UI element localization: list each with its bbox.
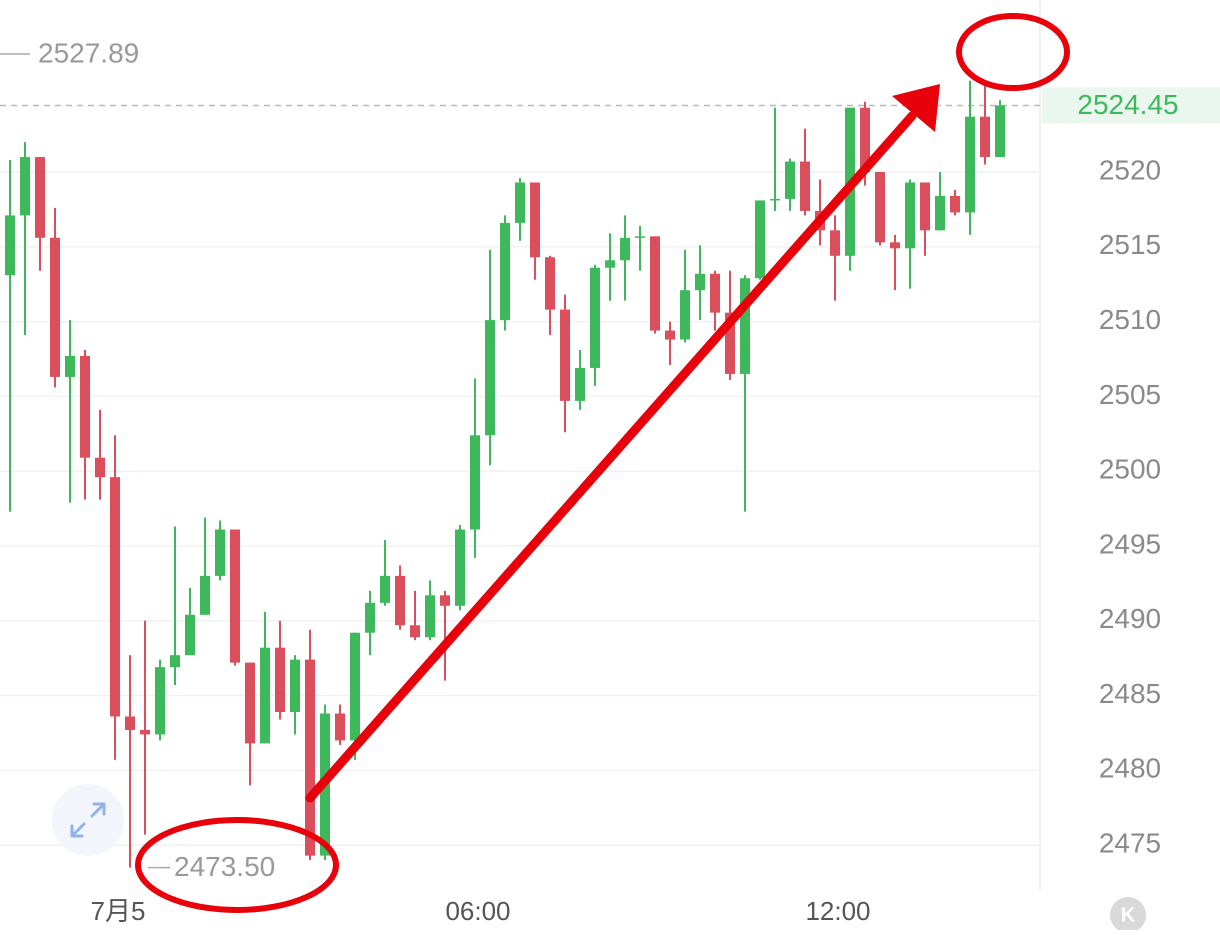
candle-body [680, 290, 690, 340]
candle-body [305, 659, 315, 856]
candle-body [335, 713, 345, 741]
last-price-bg [1042, 87, 1220, 124]
candle-body [170, 655, 180, 668]
y-tick-label: 2515 [1099, 229, 1161, 260]
candle-body [275, 647, 285, 712]
candle-body [560, 309, 570, 401]
candle-body [500, 222, 510, 321]
candle-body [110, 477, 120, 717]
y-tick-label: 2510 [1099, 304, 1161, 335]
candle-body [230, 529, 240, 663]
annotations [135, 13, 1070, 913]
candle-body [185, 614, 195, 656]
candle-body [20, 157, 30, 216]
expand-button[interactable] [52, 784, 124, 856]
candle-body [380, 575, 390, 603]
candle-body [95, 457, 105, 478]
candle-body [620, 237, 630, 261]
candle-body [80, 356, 90, 458]
candle-body [920, 182, 930, 231]
candle-body [140, 729, 150, 735]
highlight-ellipse [956, 13, 1070, 91]
candle-body [530, 182, 540, 258]
candle-body [410, 625, 420, 638]
y-tick-label: 2475 [1099, 828, 1161, 859]
candle-body [365, 602, 375, 633]
candle-body [200, 575, 210, 615]
trend-arrow [305, 111, 917, 803]
candle-body [590, 267, 600, 368]
candle-body [950, 195, 960, 213]
candle-body [65, 356, 75, 377]
candle-body [800, 161, 810, 211]
candle-body [5, 215, 15, 276]
highlight-ellipse [135, 817, 339, 913]
candle-body [425, 595, 435, 638]
expand-button-bg[interactable] [52, 784, 124, 856]
candle-body [770, 198, 780, 201]
x-tick-label: 06:00 [445, 896, 510, 926]
candle-body [665, 330, 675, 340]
candle-body [290, 659, 300, 712]
k-button-bg[interactable] [1110, 897, 1146, 933]
candle-body [650, 236, 660, 331]
candle-body [875, 172, 885, 243]
max-price-label: 2527.89 [38, 37, 139, 68]
candle-body [50, 237, 60, 377]
candle-body [515, 182, 525, 223]
min-price-label: 2473.50 [174, 851, 275, 882]
y-tick-label: 2500 [1099, 454, 1161, 485]
candle-body [575, 367, 585, 401]
y-tick-label: 2505 [1099, 379, 1161, 410]
candle-body [125, 716, 135, 730]
candle-body [545, 257, 555, 310]
candle-body [905, 182, 915, 249]
x-tick-label: 7月5 [91, 896, 146, 926]
candle-body [830, 230, 840, 256]
candle-body [635, 236, 645, 238]
candle-body [260, 647, 270, 744]
expand-icon[interactable] [70, 802, 106, 838]
candle-body [935, 195, 945, 231]
candle-body [860, 107, 870, 173]
candle-body [440, 595, 450, 606]
candle-body [155, 667, 165, 735]
candle-body [485, 320, 495, 436]
candle-body [455, 529, 465, 606]
candle-body [995, 105, 1005, 158]
last-price-label: 2524.45 [1077, 89, 1178, 120]
y-tick-label: 2495 [1099, 528, 1161, 559]
candle-body [470, 435, 480, 530]
plot-area: 2475 2480 2485 2490 2495 2500 2505 2510 2515 2520… [0, 37, 1220, 926]
candle-body [710, 273, 720, 313]
candle-body [980, 116, 990, 158]
candle-body [245, 662, 255, 744]
candle-body [35, 157, 45, 238]
candle-body [395, 575, 405, 626]
candle-body [725, 312, 735, 374]
y-tick-label: 2520 [1099, 154, 1161, 185]
y-tick-label: 2480 [1099, 753, 1161, 784]
k-button[interactable]: K [1110, 897, 1146, 933]
candle-body [350, 632, 360, 741]
k-button-label[interactable]: K [1121, 904, 1136, 926]
candle-body [890, 242, 900, 249]
candle-body [215, 529, 225, 576]
candle-body [785, 161, 795, 199]
y-tick-label: 2485 [1099, 678, 1161, 709]
arrow-head [892, 84, 940, 132]
y-tick-label: 2490 [1099, 603, 1161, 634]
candle-body [605, 260, 615, 268]
candle-body [965, 116, 975, 213]
x-tick-label: 12:00 [805, 896, 870, 926]
candle-body [740, 278, 750, 374]
candle-body [695, 273, 705, 291]
candle-body [755, 200, 765, 279]
